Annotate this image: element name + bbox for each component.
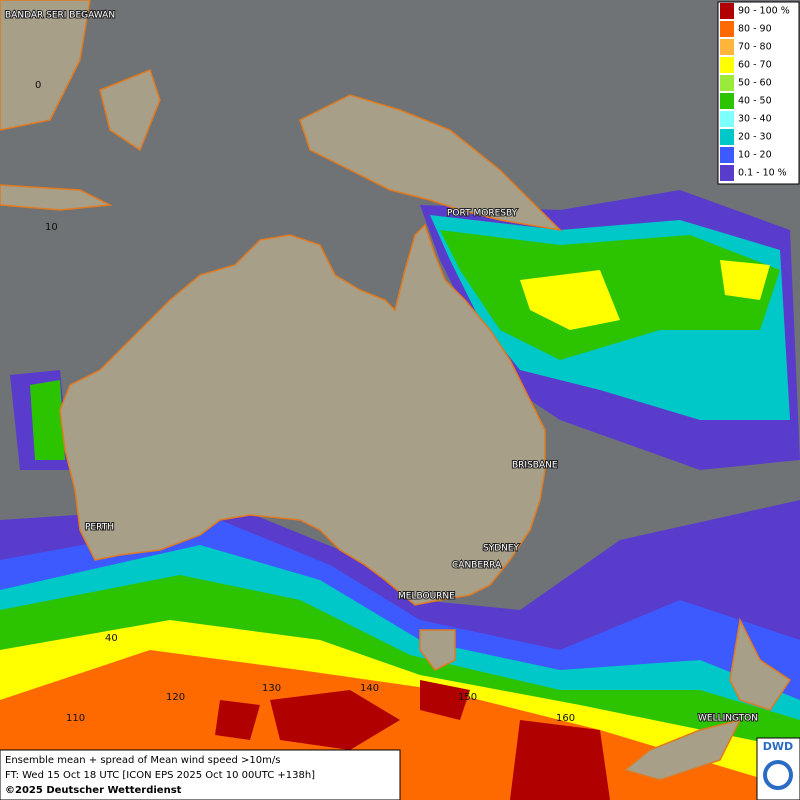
- footer-text: FT: Wed 15 Oct 18 UTC [ICON EPS 2025 Oct…: [5, 770, 315, 781]
- grid-label: 0: [35, 80, 41, 91]
- grid-label: 110: [66, 713, 85, 724]
- city-label: BANDAR SERI BEGAWAN: [5, 11, 115, 21]
- grid-label: 10: [45, 222, 58, 233]
- legend-label: 30 - 40: [738, 114, 772, 125]
- grid-label: 130: [262, 683, 281, 694]
- footer-box: [0, 749, 401, 800]
- legend-swatch: [720, 129, 734, 145]
- grid-label: 150: [458, 692, 477, 703]
- band: [30, 380, 65, 460]
- legend-swatch: [720, 75, 734, 91]
- legend-swatch: [720, 93, 734, 109]
- city-label: PERTH: [85, 523, 114, 533]
- grid-label: 160: [556, 713, 575, 724]
- band: [520, 260, 770, 330]
- city-label: BRISBANE: [512, 461, 558, 471]
- legend-swatch: [720, 147, 734, 163]
- legend-swatch: [720, 21, 734, 37]
- logo-icon: [763, 760, 793, 790]
- legend-swatch: [720, 111, 734, 127]
- legend-label: 90 - 100 %: [738, 6, 790, 17]
- city-label: CANBERRA: [452, 561, 502, 571]
- city-label: SYDNEY: [483, 544, 520, 554]
- legend-label: 10 - 20: [738, 150, 772, 161]
- grid-label: 120: [166, 692, 185, 703]
- legend-label: 50 - 60: [738, 78, 772, 89]
- logo-text: DWD: [763, 740, 793, 753]
- legend-label: 20 - 30: [738, 132, 772, 143]
- city-label: MELBOURNE: [398, 592, 455, 602]
- legend-label: 60 - 70: [738, 60, 772, 71]
- legend-swatch: [720, 165, 734, 181]
- city-label: PORT MORESBY: [447, 209, 518, 219]
- footer-text: Ensemble mean + spread of Mean wind spee…: [5, 755, 280, 766]
- legend-label: 0.1 - 10 %: [738, 168, 787, 179]
- legend-swatch: [720, 3, 734, 19]
- legend-swatch: [720, 57, 734, 73]
- legend-swatch: [720, 39, 734, 55]
- legend-label: 40 - 50: [738, 96, 772, 107]
- footer-text: ©2025 Deutscher Wetterdienst: [5, 785, 182, 796]
- legend-label: 80 - 90: [738, 24, 772, 35]
- band: [215, 680, 610, 800]
- grid-label: 140: [360, 683, 379, 694]
- land: [0, 0, 792, 781]
- legend-label: 70 - 80: [738, 42, 772, 53]
- grid-label: 40: [105, 633, 118, 644]
- city-label: WELLINGTON: [698, 714, 758, 724]
